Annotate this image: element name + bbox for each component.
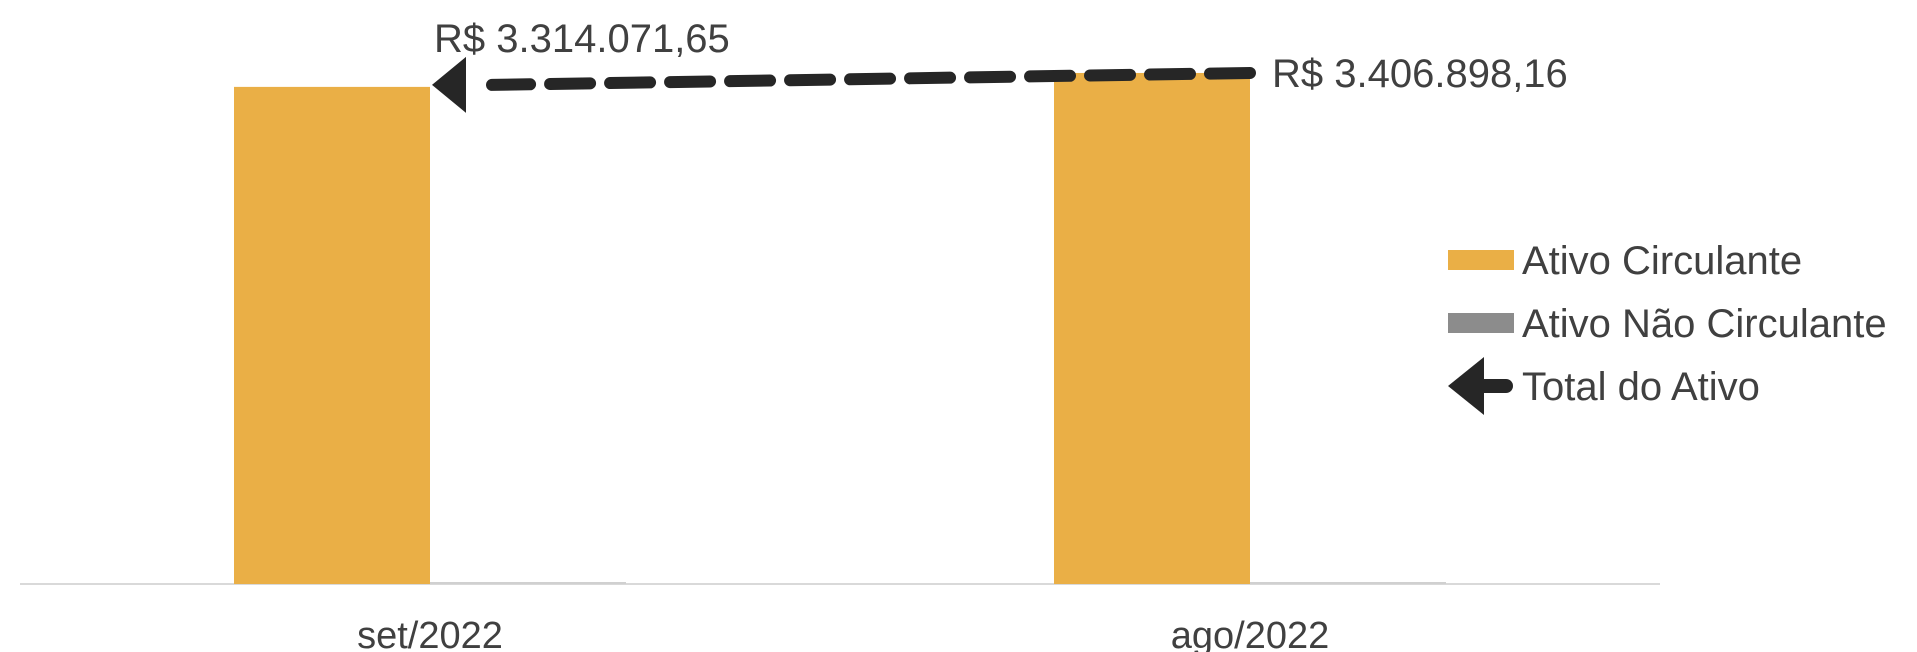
x-tick-label: ago/2022 (1171, 615, 1330, 652)
total-ativo-line (486, 66, 1256, 91)
legend-label: Ativo Circulante (1522, 239, 1802, 283)
x-tick-label: set/2022 (357, 615, 503, 652)
legend-swatch-0 (1448, 250, 1514, 270)
bar-ativo-nao-circulante-1 (1250, 582, 1446, 584)
legend: Ativo Circulante Ativo Não Circulante Tota… (1448, 239, 1887, 415)
legend-swatch-1 (1448, 313, 1514, 333)
legend-label: Ativo Não Circulante (1522, 302, 1887, 346)
x-tick-labels: set/2022 ago/2022 (357, 615, 1329, 652)
bar-ativo-nao-circulante-0 (430, 582, 626, 584)
legend-swatch-arrow (1448, 357, 1484, 415)
bar-ativo-circulante-0 (234, 86, 430, 584)
bar-ativo-circulante-1 (1054, 72, 1250, 585)
data-label-set-2022: R$ 3.314.071,65 (434, 17, 730, 61)
legend-label: Total do Ativo (1522, 365, 1760, 409)
chart-marks: R$ 3.314.071,65 R$ 3.406.898,16 (234, 17, 1568, 585)
total-ativo-arrowhead (432, 56, 466, 113)
data-label-ago-2022: R$ 3.406.898,16 (1272, 52, 1568, 96)
